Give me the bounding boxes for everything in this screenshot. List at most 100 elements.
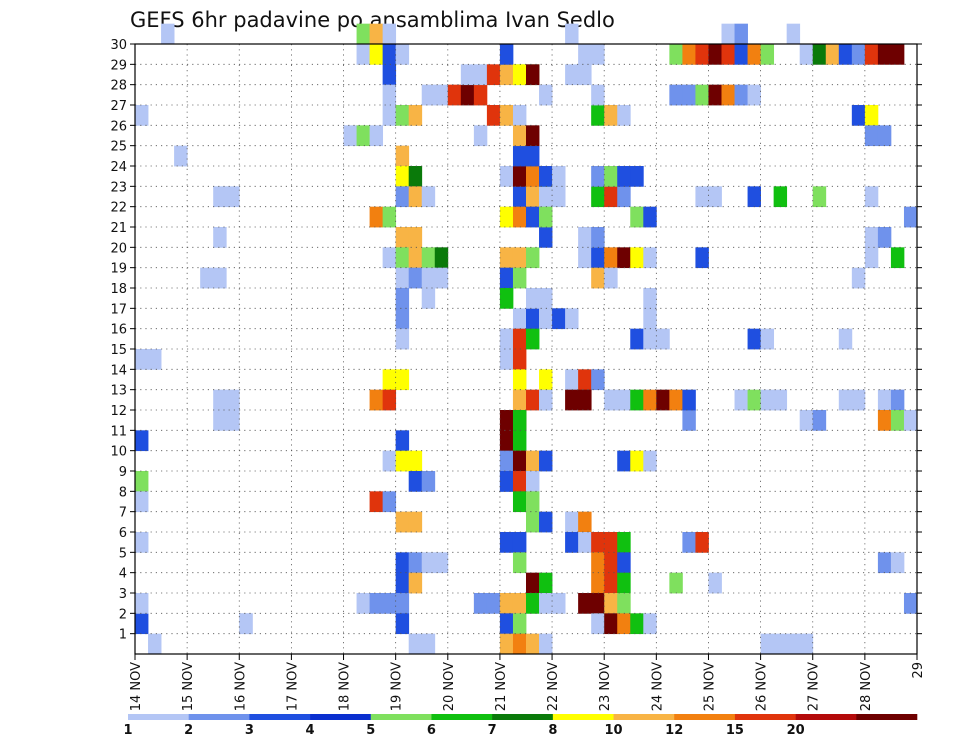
heat-cell	[643, 247, 657, 269]
heat-cell	[591, 613, 605, 635]
colorbar-label: 12	[665, 723, 683, 738]
x-tick-label: 15 NOV	[181, 662, 196, 711]
heat-cell	[877, 125, 892, 147]
heat-cell	[825, 44, 840, 65]
heat-cell	[135, 491, 149, 513]
heat-cell	[591, 552, 605, 574]
colorbar-swatch	[310, 714, 372, 720]
y-tick-label: 14	[110, 363, 127, 378]
heat-cell	[617, 247, 631, 269]
heat-cell	[604, 552, 618, 574]
heat-cell	[591, 186, 605, 208]
heat-cell	[539, 572, 553, 594]
heat-cell	[226, 389, 240, 411]
heat-cell	[851, 267, 866, 289]
heat-cell	[721, 23, 735, 45]
heat-cell	[499, 44, 514, 65]
heat-cell	[226, 410, 240, 431]
heat-cell	[356, 125, 370, 147]
heat-cell	[382, 450, 397, 472]
y-tick-label: 26	[110, 119, 127, 134]
heat-cell	[604, 532, 618, 553]
heat-cell	[591, 105, 605, 126]
heat-cell	[200, 267, 214, 289]
heat-cell	[786, 23, 801, 45]
heat-cell	[617, 450, 631, 472]
heat-cell	[838, 328, 853, 350]
heat-cell	[395, 44, 410, 65]
colorbar-swatch	[492, 714, 554, 720]
heat-cell	[903, 410, 918, 431]
heat-cell	[786, 633, 801, 655]
heat-cell	[669, 572, 683, 594]
heat-cell	[539, 186, 553, 208]
heat-cell	[604, 613, 618, 635]
heat-cell	[408, 633, 423, 655]
heat-cell	[408, 186, 423, 208]
heat-cell	[552, 166, 566, 187]
heat-cell	[369, 389, 384, 411]
heat-cell	[812, 44, 827, 65]
heat-cell	[604, 572, 618, 594]
heat-cell	[135, 105, 149, 126]
y-tick-label: 21	[110, 221, 127, 236]
heat-cell	[604, 267, 618, 289]
x-tick-label: 17 NOV	[285, 662, 300, 711]
colorbar-label: 6	[427, 723, 436, 738]
heat-cell	[512, 64, 527, 86]
y-tick-label: 5	[119, 546, 127, 561]
y-tick-label: 15	[110, 343, 127, 358]
heat-cell	[512, 328, 527, 350]
heat-cell	[565, 389, 579, 411]
x-tick-label: 27 NOV	[807, 662, 822, 711]
heat-cell	[499, 471, 514, 492]
heat-cell	[539, 450, 553, 472]
heat-cell	[369, 491, 384, 513]
heat-cell	[682, 532, 696, 553]
y-tick-label: 2	[119, 607, 127, 622]
y-tick-label: 4	[119, 567, 127, 582]
heat-cell	[591, 166, 605, 187]
heat-cell	[760, 44, 775, 65]
heat-cell	[460, 84, 475, 106]
heat-cell	[877, 44, 892, 65]
heat-cell	[760, 633, 775, 655]
heat-cell	[499, 450, 514, 472]
heat-cell	[682, 44, 696, 65]
heat-cell	[812, 186, 827, 208]
heat-cell	[486, 64, 501, 86]
y-tick-label: 1	[119, 628, 127, 643]
heat-cell	[578, 369, 592, 391]
heat-cell	[174, 145, 188, 167]
heat-cell	[135, 430, 149, 452]
heat-cell	[421, 288, 436, 309]
colorbar-label: 10	[604, 723, 622, 738]
heat-cell	[747, 389, 761, 411]
heat-cell	[864, 227, 879, 248]
heat-cell	[408, 166, 423, 187]
heat-cell	[604, 105, 618, 126]
heat-cell	[695, 186, 709, 208]
x-tick-label: 25 NOV	[702, 662, 717, 711]
heat-cell	[630, 166, 644, 187]
heat-cell	[382, 105, 397, 126]
heat-cell	[395, 511, 410, 533]
heat-cell	[539, 288, 553, 309]
heat-cell	[539, 206, 553, 228]
heat-cell	[630, 247, 644, 269]
heat-cell	[499, 105, 514, 126]
heat-cell	[734, 44, 748, 65]
heat-cell	[395, 593, 410, 614]
heat-cell	[643, 450, 657, 472]
y-tick-label: 10	[110, 445, 127, 460]
heat-cell	[395, 227, 410, 248]
heat-cell	[630, 328, 644, 350]
heat-cell	[643, 308, 657, 330]
heat-cell	[721, 44, 735, 65]
heat-cell	[512, 491, 527, 513]
heat-cell	[499, 430, 514, 452]
heat-cell	[135, 471, 149, 492]
heat-cell	[486, 593, 501, 614]
heat-cell	[499, 206, 514, 228]
heat-cell	[499, 267, 514, 289]
